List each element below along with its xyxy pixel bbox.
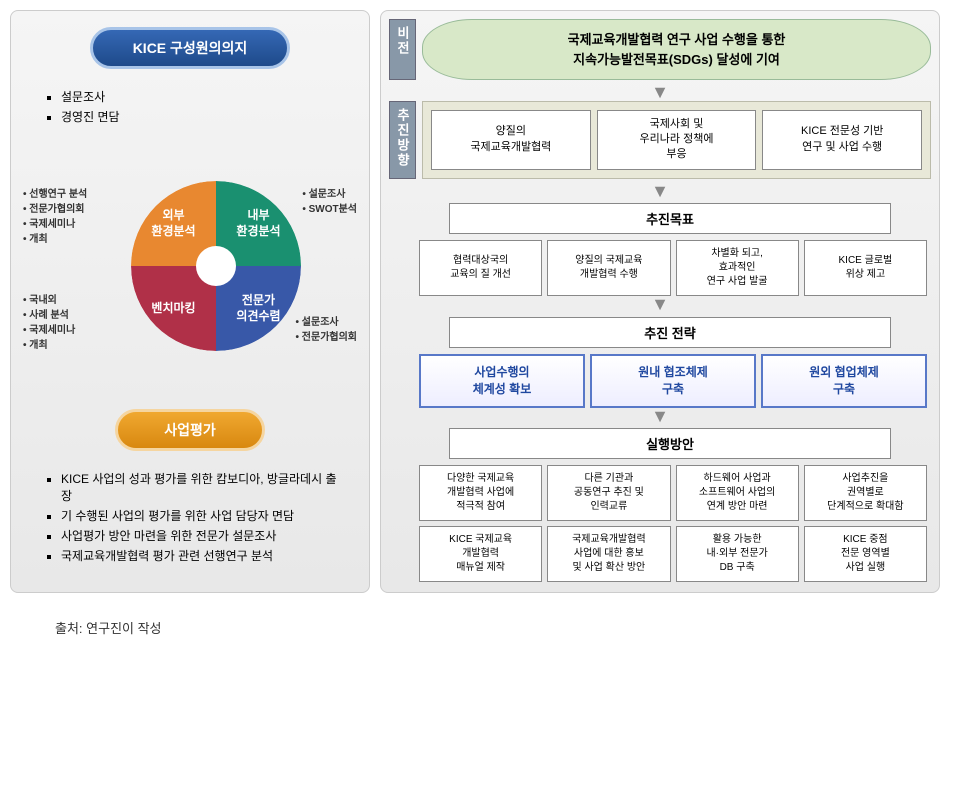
arrow-icon: ▼ <box>389 298 931 311</box>
pie-chart-section: 선행연구 분석전문가협의회국제세미나개최 설문조사SWOT분석 국내외사례 분석… <box>21 143 359 403</box>
pie-center <box>196 246 236 286</box>
right-panel: 비전 국제교육개발협력 연구 사업 수행을 통한지속가능발전목표(SDGs) 달… <box>380 10 940 593</box>
bullet-item: 기 수행된 사업의 평가를 위한 사업 담당자 면담 <box>61 507 339 524</box>
plan-box: 국제교육개발협력사업에 대한 홍보및 사업 확산 방안 <box>547 526 670 582</box>
goal-box: KICE 글로벌위상 제고 <box>804 240 927 296</box>
left-panel: KICE 구성원의의지 설문조사경영진 면담 선행연구 분석전문가협의회국제세미… <box>10 10 370 593</box>
bullet-item: 설문조사 <box>61 88 339 105</box>
pie-chart: 외부환경분석 내부환경분석 벤치마킹 전문가의견수렴 <box>131 181 301 351</box>
header-evaluation: 사업평가 <box>115 409 265 451</box>
plan-box: 활용 가능한내·외부 전문가DB 구축 <box>676 526 799 582</box>
bullet-item: KICE 사업의 성과 평가를 위한 캄보디아, 방글라데시 출장 <box>61 470 339 504</box>
goal-box: 양질의 국제교육개발협력 수행 <box>547 240 670 296</box>
arrow-icon: ▼ <box>389 86 931 99</box>
plan-box: KICE 국제교육개발협력매뉴얼 제작 <box>419 526 542 582</box>
direction-box: KICE 전문성 기반연구 및 사업 수행 <box>762 110 922 170</box>
direction-label: 추진방향 <box>389 101 416 179</box>
vision-label: 비전 <box>389 19 416 80</box>
notes-br: 설문조사전문가협의회 <box>296 315 357 345</box>
strategy-row: 사업수행의체계성 확보원내 협조체제구축원외 협업체제구축 <box>389 354 931 408</box>
directions-wrap: 양질의국제교육개발협력국제사회 및우리나라 정책에부응KICE 전문성 기반연구… <box>422 101 931 179</box>
source-text: 출처: 연구진이 작성 <box>0 603 976 647</box>
bullet-item: 사업평가 방안 마련을 위한 전문가 설문조사 <box>61 527 339 544</box>
header-kice-will: KICE 구성원의의지 <box>90 27 290 69</box>
plan-box: 다양한 국제교육개발협력 사업에적극적 참여 <box>419 465 542 521</box>
strategy-box: 원내 협조체제구축 <box>590 354 756 408</box>
strategy-box: 원외 협업체제구축 <box>761 354 927 408</box>
notes-bl: 국내외사례 분석국제세미나개최 <box>23 293 75 353</box>
goal-box: 협력대상국의교육의 질 개선 <box>419 240 542 296</box>
strategy-head: 추진 전략 <box>449 317 891 348</box>
arrow-icon: ▼ <box>389 410 931 423</box>
direction-box: 양질의국제교육개발협력 <box>431 110 591 170</box>
plan-head: 실행방안 <box>449 428 891 459</box>
bullet-item: 국제교육개발협력 평가 관련 선행연구 분석 <box>61 547 339 564</box>
plan-box: 다른 기관과공동연구 추진 및인력교류 <box>547 465 670 521</box>
direction-box: 국제사회 및우리나라 정책에부응 <box>597 110 757 170</box>
strategy-box: 사업수행의체계성 확보 <box>419 354 585 408</box>
plan-box: 하드웨어 사업과소프트웨어 사업의연계 방안 마련 <box>676 465 799 521</box>
arrow-icon: ▼ <box>389 185 931 198</box>
plans-grid: 다양한 국제교육개발협력 사업에적극적 참여다른 기관과공동연구 추진 및인력교… <box>389 465 931 582</box>
plan-box: 사업추진을권역별로단계적으로 확대함 <box>804 465 927 521</box>
bullets-eval: KICE 사업의 성과 평가를 위한 캄보디아, 방글라데시 출장기 수행된 사… <box>21 457 359 582</box>
goals-head: 추진목표 <box>449 203 891 234</box>
bullet-item: 경영진 면담 <box>61 108 339 125</box>
plan-box: KICE 중점전문 영역별사업 실행 <box>804 526 927 582</box>
goals-row: 협력대상국의교육의 질 개선양질의 국제교육개발협력 수행차별화 되고,효과적인… <box>389 240 931 296</box>
vision-box: 국제교육개발협력 연구 사업 수행을 통한지속가능발전목표(SDGs) 달성에 … <box>422 19 931 80</box>
notes-tl: 선행연구 분석전문가협의회국제세미나개최 <box>23 187 87 247</box>
notes-tr: 설문조사SWOT분석 <box>302 187 357 217</box>
bullets-survey: 설문조사경영진 면담 <box>21 75 359 143</box>
goal-box: 차별화 되고,효과적인연구 사업 발굴 <box>676 240 799 296</box>
